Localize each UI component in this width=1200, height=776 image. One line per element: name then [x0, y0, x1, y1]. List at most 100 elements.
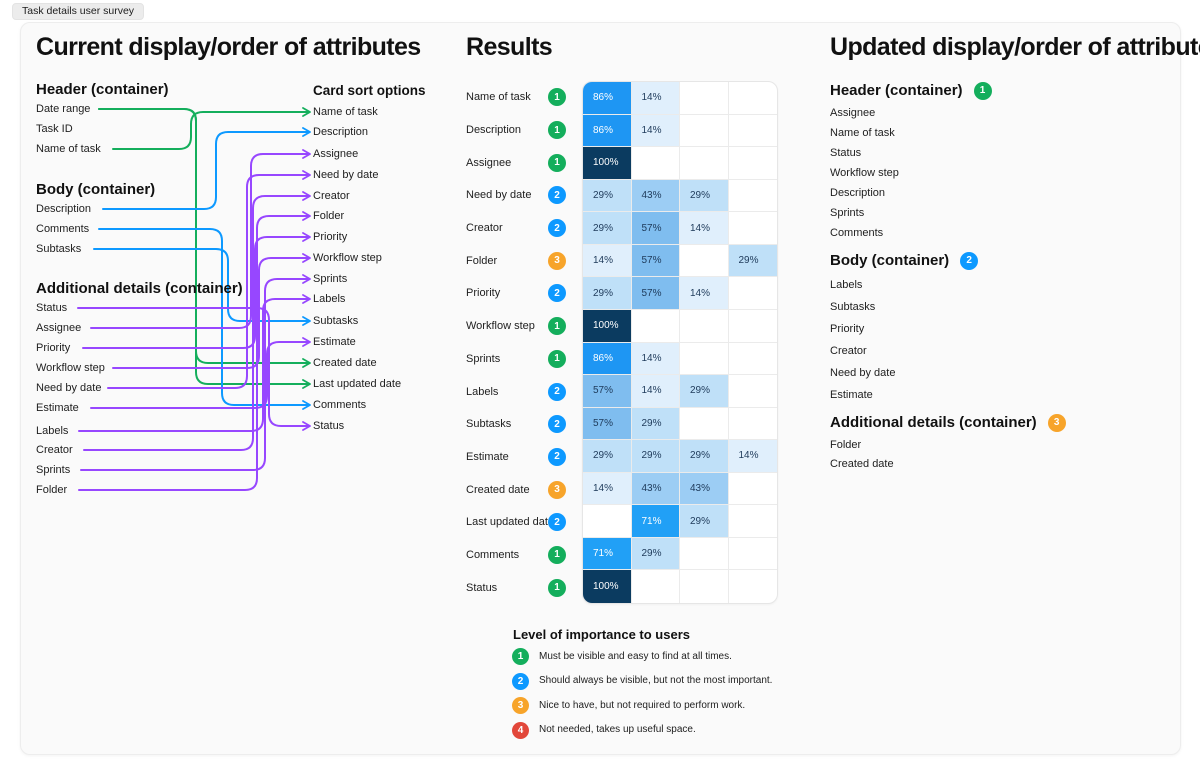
results-row-label: Estimate: [466, 450, 509, 463]
grid-cell: 14%: [631, 342, 680, 376]
grid-cell: [728, 343, 777, 376]
updated-group-heading-text: Body (container): [830, 252, 950, 269]
results-row-label: Priority: [466, 287, 501, 300]
grid-cell: [632, 570, 680, 603]
grid-cell: [728, 310, 777, 343]
importance-badge: 3: [1047, 414, 1066, 432]
grid-cell: 100%: [583, 309, 632, 343]
grid-cell: 43%: [631, 472, 680, 506]
connector-comments: [98, 228, 311, 410]
grid-cell: 29%: [631, 537, 680, 571]
results-row-label: Comments: [466, 548, 520, 561]
legend-importance-badge: 2: [512, 672, 529, 690]
importance-badge: 2: [548, 415, 566, 434]
attribute-item: Name of task: [36, 143, 101, 155]
grid-cell: 71%: [631, 505, 680, 538]
legend-text: Must be visible and easy to find at all …: [539, 650, 732, 662]
attribute-item: Priority: [36, 342, 71, 354]
survey-section: Current display/order of attributes Head…: [20, 22, 1200, 755]
results-row-label: Description: [466, 124, 522, 137]
grid-cell: 57%: [631, 244, 680, 278]
grid-cell: 100%: [583, 147, 632, 180]
updated-group-heading: Body (container) 2: [830, 251, 979, 271]
grid-cell: [728, 408, 777, 441]
grid-cell: 14%: [680, 212, 729, 245]
updated-attribute-item: Subtasks: [830, 301, 876, 313]
grid-cell: [728, 375, 777, 408]
grid-cell: 43%: [631, 179, 680, 213]
attribute-item: Task ID: [36, 123, 73, 135]
grid-cell: [680, 570, 729, 603]
card-sort-option: Status: [313, 420, 345, 432]
left-panel-title: Current display/order of attributes: [36, 33, 421, 61]
grid-cell: 29%: [583, 179, 632, 213]
attribute-item: Sprints: [36, 464, 71, 476]
importance-badge: 1: [548, 349, 566, 368]
card-sort-option: Description: [313, 126, 369, 138]
card-sort-option: Workflow step: [313, 252, 382, 264]
grid-cell: 29%: [680, 179, 729, 213]
attribute-item: Date range: [36, 103, 91, 115]
updated-attribute-item: Status: [830, 147, 862, 159]
grid-cell: [728, 212, 777, 245]
grid-cell: [728, 115, 777, 148]
connector-status: [77, 307, 311, 431]
importance-badge: 1: [548, 578, 566, 597]
connector-folder: [78, 211, 311, 491]
grid-cell: [728, 538, 777, 571]
legend-text: Not needed, takes up useful space.: [539, 724, 696, 735]
card-sort-option: Comments: [313, 399, 367, 411]
grid-cell: 57%: [583, 407, 632, 441]
grid-cell: 14%: [583, 244, 632, 278]
grid-cell: 29%: [680, 375, 729, 408]
legend-importance-badge: 3: [512, 697, 529, 714]
legend-heading: Level of importance to users: [513, 627, 690, 642]
updated-group-heading: Additional details (container) 3: [830, 413, 1066, 433]
card-sort-option: Name of task: [313, 106, 378, 118]
card-sort-option: Assignee: [313, 148, 359, 160]
connector-date-range: [98, 108, 311, 368]
updated-group-heading-text: Additional details (container): [830, 414, 1037, 431]
updated-attribute-item: Labels: [830, 279, 863, 291]
grid-cell: [728, 82, 777, 115]
updated-attribute-item: Comments: [830, 227, 884, 239]
attribute-item: Subtasks: [36, 243, 82, 255]
grid-cell: 86%: [583, 82, 632, 115]
attribute-group-heading: Body (container): [36, 181, 156, 198]
card-sort-heading: Card sort options: [313, 83, 426, 98]
card-sort-option: Labels: [313, 293, 346, 305]
grid-cell: [680, 82, 729, 115]
importance-badge: 2: [548, 382, 566, 401]
grid-cell: [728, 180, 777, 213]
results-row-label: Folder: [466, 254, 498, 267]
grid-cell: 29%: [583, 440, 632, 473]
grid-cell: 29%: [631, 407, 680, 441]
importance-badge: 1: [548, 545, 566, 564]
card-sort-option: Need by date: [313, 169, 379, 181]
grid-cell: [583, 505, 632, 538]
results-row-label: Need by date: [466, 189, 532, 202]
connector-labels: [78, 294, 311, 432]
grid-cell: 29%: [680, 440, 729, 473]
grid-cell: 14%: [631, 375, 680, 408]
grid-cell: 86%: [583, 342, 632, 376]
connector-creator: [83, 191, 311, 451]
grid-cell: 57%: [583, 375, 632, 408]
card-sort-option: Sprints: [313, 273, 348, 285]
updated-attribute-item: Assignee: [830, 107, 876, 119]
grid-cell: 57%: [631, 212, 680, 245]
grid-cell: [729, 570, 778, 603]
connector-workflow-step: [112, 253, 311, 369]
grid-cell: 14%: [583, 472, 632, 506]
importance-badge: 3: [548, 480, 566, 499]
grid-cell: [680, 244, 729, 278]
grid-cell: [728, 147, 777, 180]
attribute-group-heading: Additional details (container): [36, 280, 243, 297]
connector-estimate: [90, 337, 311, 409]
legend-importance-badge: 1: [512, 648, 529, 665]
results-row-label: Assignee: [466, 156, 512, 169]
importance-badge: 1: [548, 153, 566, 172]
section-label[interactable]: Task details user survey: [12, 3, 145, 20]
results-row-label: Workflow step: [466, 320, 535, 333]
